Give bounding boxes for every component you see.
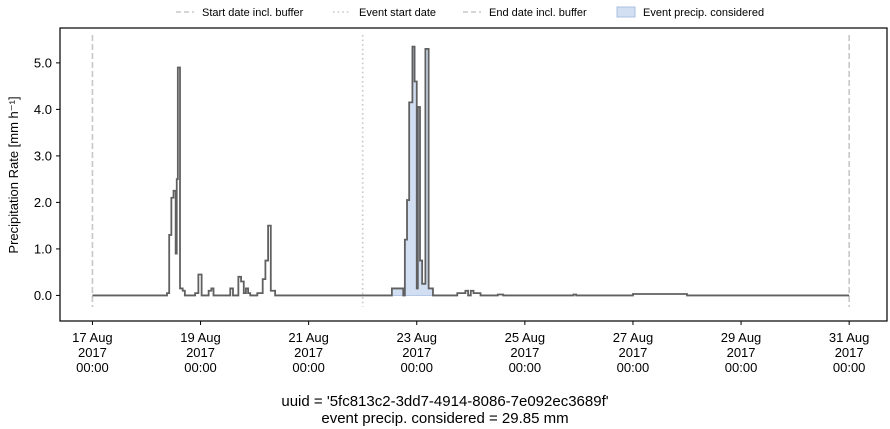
x-tick-label: 2017	[186, 345, 215, 360]
axes-frame	[59, 27, 888, 322]
x-tick-label: 00:00	[400, 360, 433, 375]
y-tick-label: 5.0	[34, 55, 52, 70]
x-tick-label: 31 Aug	[829, 330, 870, 345]
caption-uuid: uuid = '5fc813c2-3dd7-4914-8086-7e092ec3…	[281, 393, 609, 410]
legend-label: Event start date	[359, 7, 436, 19]
x-tick-label: 2017	[727, 345, 756, 360]
x-tick-label: 27 Aug	[613, 330, 654, 345]
y-tick-label: 1.0	[34, 241, 52, 256]
legend: Start date incl. buffer Event start date E…	[176, 6, 764, 19]
legend-label: End date incl. buffer	[489, 7, 587, 19]
y-tick-label: 3.0	[34, 148, 52, 163]
legend-swatch	[616, 6, 636, 18]
plot-area	[91, 34, 850, 308]
y-axis-label: Precipitation Rate [mm h⁻¹]	[6, 96, 21, 253]
x-tick-label: 00:00	[833, 360, 866, 375]
x-tick-label: 2017	[78, 345, 107, 360]
x-tick-label: 00:00	[617, 360, 650, 375]
y-axis: 0.0 1.0 2.0 3.0 4.0 5.0	[34, 55, 60, 303]
legend-label: Event precip. considered	[643, 7, 764, 19]
caption-event-precip: event precip. considered = 29.85 mm	[321, 410, 569, 427]
x-tick-label: 00:00	[509, 360, 542, 375]
x-tick-label: 23 Aug	[396, 330, 437, 345]
x-tick-label: 00:00	[292, 360, 325, 375]
x-tick-label: 2017	[618, 345, 647, 360]
event-precip-fill	[389, 46, 434, 296]
x-tick-label: 19 Aug	[180, 330, 221, 345]
precipitation-line	[92, 45, 850, 297]
x-tick-label: 00:00	[184, 360, 217, 375]
x-tick-label: 21 Aug	[288, 330, 329, 345]
x-tick-label: 2017	[294, 345, 323, 360]
x-tick-label: 29 Aug	[721, 330, 762, 345]
y-tick-label: 2.0	[34, 195, 52, 210]
x-tick-label: 2017	[510, 345, 539, 360]
x-tick-label: 2017	[835, 345, 864, 360]
y-tick-label: 4.0	[34, 102, 52, 117]
x-tick-label: 25 Aug	[505, 330, 546, 345]
x-tick-label: 00:00	[725, 360, 758, 375]
x-tick-label: 17 Aug	[72, 330, 113, 345]
legend-label: Start date incl. buffer	[202, 7, 304, 19]
y-tick-label: 0.0	[34, 288, 52, 303]
x-tick-label: 00:00	[76, 360, 109, 375]
x-tick-label: 2017	[402, 345, 431, 360]
